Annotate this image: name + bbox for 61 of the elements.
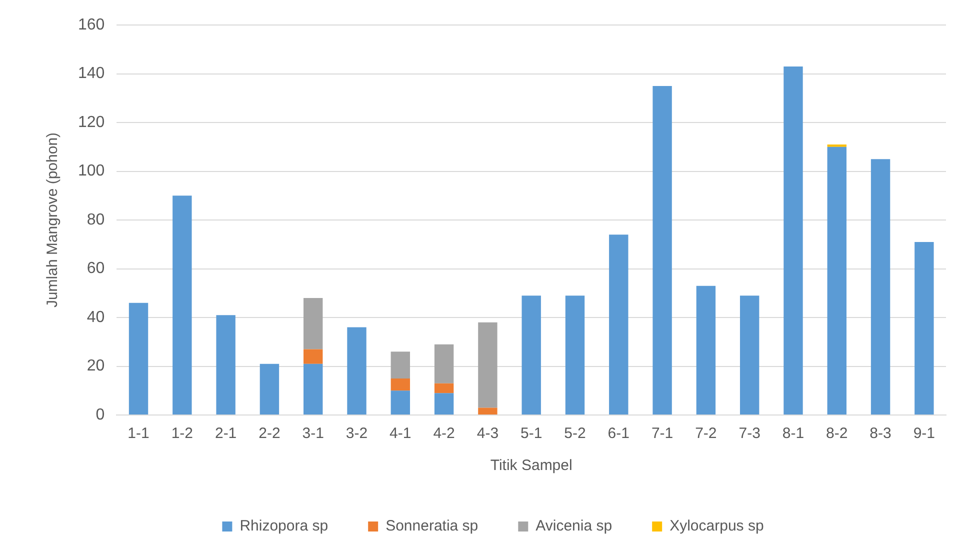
bar (827, 144, 846, 147)
y-tick-label: 160 (78, 16, 105, 34)
y-tick-label: 40 (86, 308, 105, 326)
x-tick-label: 3-2 (346, 425, 368, 442)
bar (260, 364, 280, 414)
legend-label: Sonneratia sp (386, 518, 478, 535)
x-tick-label: 7-3 (738, 425, 760, 442)
legend-label: Avicenia sp (536, 518, 612, 535)
legend-label: Xylocarpus sp (670, 518, 764, 535)
x-tick-label: 7-1 (651, 425, 674, 442)
bar (434, 383, 454, 394)
y-tick-label: 60 (86, 260, 105, 278)
bar (478, 408, 498, 414)
x-tick-label: 3-1 (302, 425, 324, 442)
y-tick-label: 100 (78, 162, 105, 180)
y-tick-label: 140 (78, 65, 105, 82)
bar (565, 296, 585, 414)
x-tick-label: 9-1 (913, 425, 936, 442)
x-tick-label: 7-2 (695, 425, 717, 442)
y-tick-label: 0 (96, 406, 105, 424)
bar (216, 315, 236, 414)
x-tick-label: 8-3 (870, 425, 892, 442)
x-tick-label: 4-3 (476, 425, 499, 442)
x-tick-label: 2-1 (214, 425, 237, 442)
bar (304, 349, 323, 364)
bar (347, 327, 366, 414)
x-tick-label: 6-1 (608, 425, 630, 442)
x-tick-label: 2-2 (258, 425, 280, 442)
bar (128, 302, 148, 414)
bar (870, 159, 890, 414)
y-axis-title: Jumlah Mangrove (pohon) (44, 132, 62, 308)
bar (304, 364, 323, 414)
x-tick-label: 8-2 (826, 425, 848, 442)
bar (390, 352, 410, 378)
x-tick-label: 4-1 (390, 425, 412, 442)
x-tick-label: 1-1 (128, 425, 150, 442)
bar (478, 322, 498, 408)
bar (434, 393, 454, 414)
bar (390, 378, 410, 391)
x-tick-label: 4-2 (433, 425, 455, 442)
x-tick-label: 5-2 (564, 425, 586, 442)
x-tick-label: 8-1 (782, 425, 804, 442)
bar (390, 390, 410, 414)
bar (652, 86, 672, 414)
bar (434, 344, 454, 384)
bar (172, 196, 192, 414)
bar (609, 234, 628, 414)
y-tick-label: 120 (78, 114, 105, 131)
bar (522, 296, 541, 414)
x-axis-title: Titik Sampel (490, 457, 572, 474)
y-tick-label: 20 (86, 358, 105, 375)
bar (304, 298, 323, 350)
bar (784, 66, 803, 414)
x-tick-label: 5-1 (520, 425, 542, 442)
y-tick-label: 80 (86, 211, 105, 228)
x-tick-label: 1-2 (171, 425, 194, 442)
bar (740, 296, 760, 414)
bar (827, 146, 846, 414)
legend-label: Rhizopora sp (240, 518, 328, 535)
bar (696, 286, 716, 414)
bar (914, 242, 934, 414)
